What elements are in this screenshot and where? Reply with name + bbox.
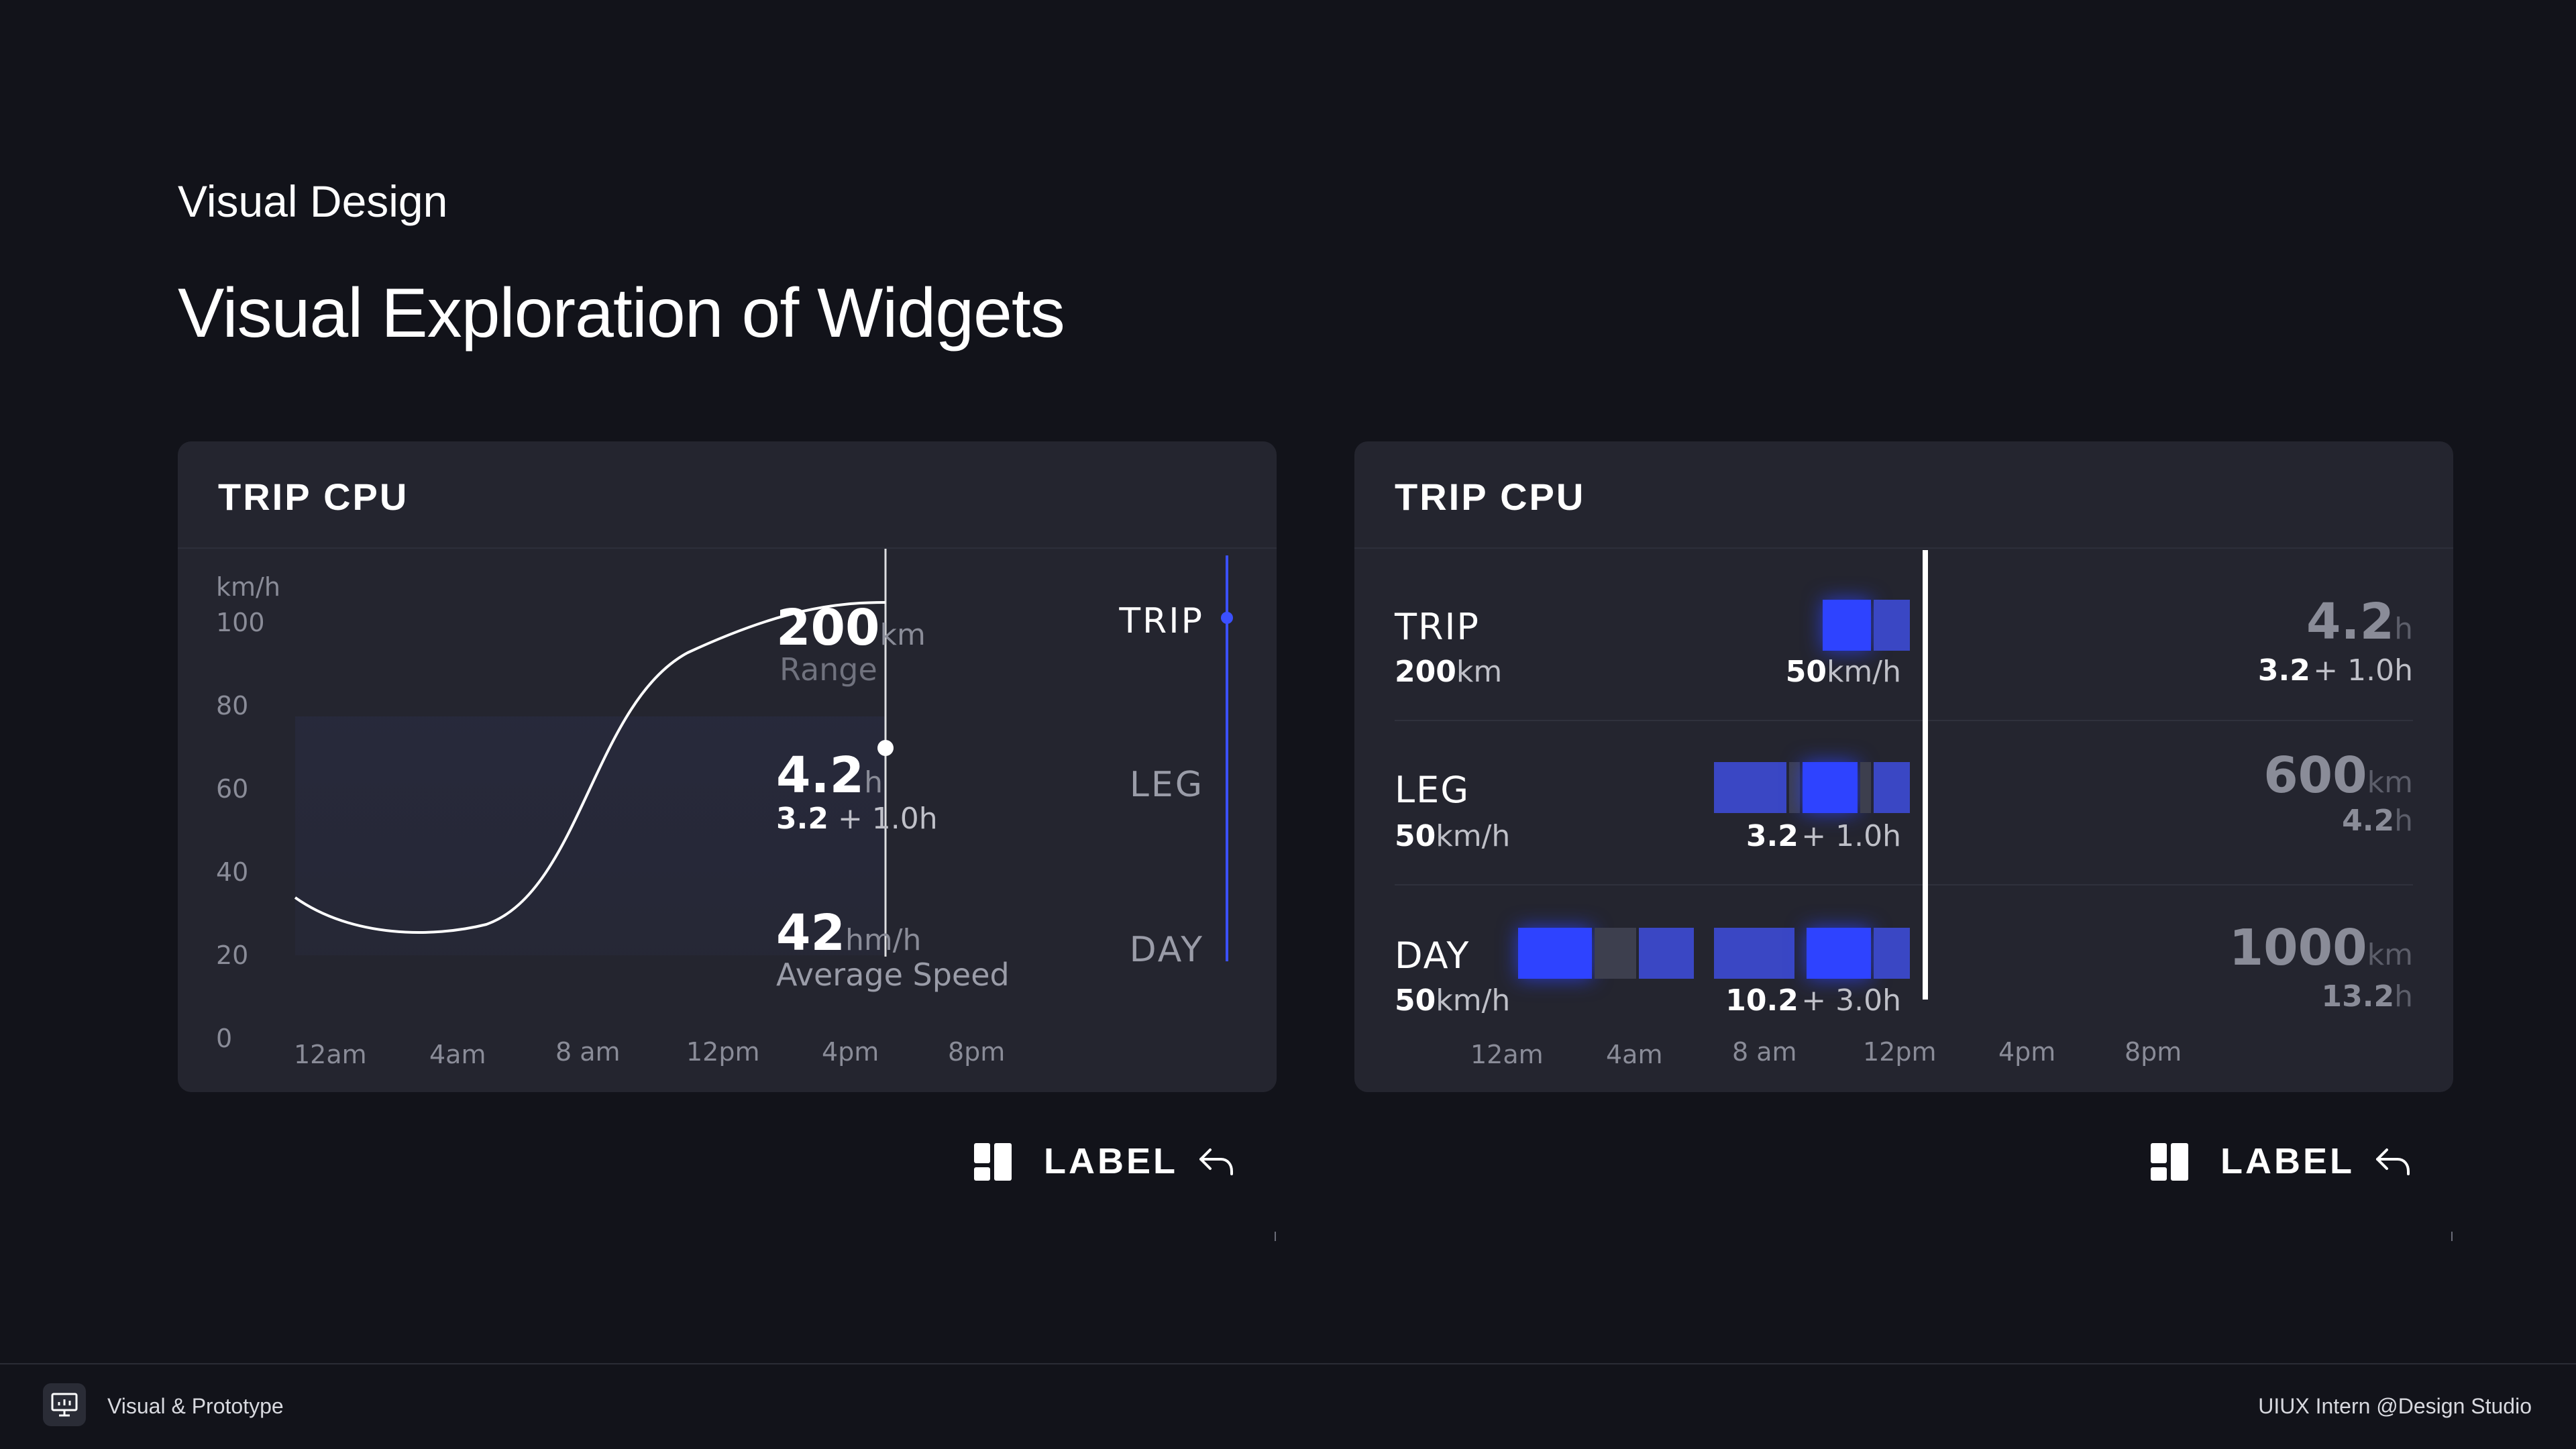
right-stat-leg: 600km xyxy=(2263,747,2413,804)
row-label-trip: TRIP xyxy=(1395,606,1480,648)
x-tick: 12pm xyxy=(686,1037,760,1067)
x-tick: 4am xyxy=(1606,1040,1663,1069)
y-tick: 40 xyxy=(216,857,249,887)
y-tick: 20 xyxy=(216,941,249,970)
bar-segment xyxy=(1714,762,1786,813)
undo-arrow-icon[interactable] xyxy=(1198,1146,1236,1178)
bar-segment xyxy=(1595,928,1636,979)
range-label: Range xyxy=(780,651,877,688)
row-sub-trip: 200km xyxy=(1395,655,1503,689)
bar-segment xyxy=(1874,600,1910,651)
bar-label-trip: 50km/h xyxy=(1785,655,1901,689)
bar-segment xyxy=(1714,928,1794,979)
row-divider xyxy=(1931,884,2413,885)
x-tick: 8pm xyxy=(948,1037,1006,1067)
presentation-icon xyxy=(43,1383,86,1426)
right-stat-trip: 4.2h xyxy=(2306,593,2413,651)
right-sub-trip: 3.2 + 1.0h xyxy=(2257,653,2413,688)
y-tick: 100 xyxy=(216,608,265,637)
dashboard-icon[interactable] xyxy=(2149,1142,2190,1182)
bar-segment xyxy=(1874,762,1910,813)
bar-segment xyxy=(1823,600,1871,651)
row-label-day: DAY xyxy=(1395,934,1470,977)
card-header: TRIP CPU xyxy=(1354,441,2453,549)
speed-unit: hm/h xyxy=(845,923,922,957)
trip-cpu-widget-chart: TRIP CPU km/h 100 80 60 40 20 0 12am 4am… xyxy=(178,441,1277,1092)
x-tick: 8pm xyxy=(2125,1037,2182,1067)
row-divider xyxy=(1931,720,2413,721)
speed-label: Average Speed xyxy=(776,957,1010,993)
x-tick: 8 am xyxy=(555,1037,621,1067)
time-value: 4.2 xyxy=(776,747,865,804)
y-tick: 0 xyxy=(216,1024,233,1053)
x-tick: 4am xyxy=(429,1040,486,1069)
label-button[interactable]: LABEL xyxy=(1044,1141,1178,1181)
chart-area-fill xyxy=(295,716,885,955)
row-divider xyxy=(1395,884,1931,885)
tick-mark xyxy=(1275,1232,1276,1241)
tab-selected-dot xyxy=(1221,612,1233,624)
card-title: TRIP CPU xyxy=(218,476,409,518)
row-sub-leg: 50km/h xyxy=(1395,819,1511,853)
bar-label-day: 10.2 + 3.0h xyxy=(1725,983,1901,1018)
x-tick: 12pm xyxy=(1863,1037,1937,1067)
speed-stat: 42hm/h xyxy=(776,904,921,962)
footer-right-text: UIUX Intern @Design Studio xyxy=(2258,1394,2532,1418)
section-label: Visual Design xyxy=(178,176,448,226)
speed-value: 42 xyxy=(776,904,845,962)
undo-arrow-icon[interactable] xyxy=(2375,1146,2412,1178)
bar-label-leg: 3.2 + 1.0h xyxy=(1746,819,1901,853)
x-tick: 4pm xyxy=(822,1037,879,1067)
bar-segment xyxy=(1639,928,1694,979)
footer-divider xyxy=(0,1363,2576,1364)
row-divider xyxy=(1395,720,1931,721)
bar-segment xyxy=(1860,762,1871,813)
row-label-leg: LEG xyxy=(1395,769,1470,811)
y-tick: 80 xyxy=(216,691,249,720)
tick-mark xyxy=(2451,1232,2453,1241)
time-stat: 4.2h xyxy=(776,747,883,804)
right-sub-leg: 4.2h xyxy=(2342,804,2413,838)
tab-leg[interactable]: LEG xyxy=(1129,765,1204,805)
tab-day[interactable]: DAY xyxy=(1129,930,1204,970)
bar-segment xyxy=(1789,762,1800,813)
range-stat: 200km xyxy=(776,599,926,657)
bar-segment xyxy=(1803,762,1858,813)
range-value: 200 xyxy=(776,599,880,657)
x-tick: 8 am xyxy=(1732,1037,1797,1067)
x-tick: 12am xyxy=(1470,1040,1544,1069)
tab-track xyxy=(1226,555,1228,961)
time-extra: + 1.0h xyxy=(837,802,938,836)
label-button[interactable]: LABEL xyxy=(2220,1141,2355,1181)
card-header: TRIP CPU xyxy=(178,441,1277,549)
range-unit: km xyxy=(879,618,926,652)
current-time-line xyxy=(1923,550,1928,1000)
card-title: TRIP CPU xyxy=(1395,476,1586,518)
time-breakdown: 3.2 + 1.0h xyxy=(776,802,938,836)
footer-left-text: Visual & Prototype xyxy=(107,1394,284,1418)
bar-segment xyxy=(1874,928,1910,979)
current-point-marker xyxy=(877,740,894,756)
row-sub-day: 50km/h xyxy=(1395,983,1511,1018)
time-unit: h xyxy=(864,765,883,800)
tab-trip[interactable]: TRIP xyxy=(1119,601,1204,641)
page-title: Visual Exploration of Widgets xyxy=(178,274,1065,352)
time-base: 3.2 xyxy=(776,802,828,836)
speed-line-chart xyxy=(294,549,894,957)
dashboard-icon[interactable] xyxy=(973,1142,1013,1182)
x-tick: 12am xyxy=(294,1040,367,1069)
trip-cpu-widget-bars: TRIP CPU TRIP 200km 50km/h 4.2h 3.2 + 1.… xyxy=(1354,441,2453,1092)
bar-segment xyxy=(1518,928,1592,979)
right-sub-day: 13.2h xyxy=(2321,979,2413,1014)
y-tick: 60 xyxy=(216,774,249,804)
x-tick: 4pm xyxy=(1998,1037,2056,1067)
bar-segment xyxy=(1807,928,1871,979)
speed-curve xyxy=(294,601,886,934)
right-stat-day: 1000km xyxy=(2229,919,2413,977)
y-axis-unit: km/h xyxy=(216,572,280,602)
